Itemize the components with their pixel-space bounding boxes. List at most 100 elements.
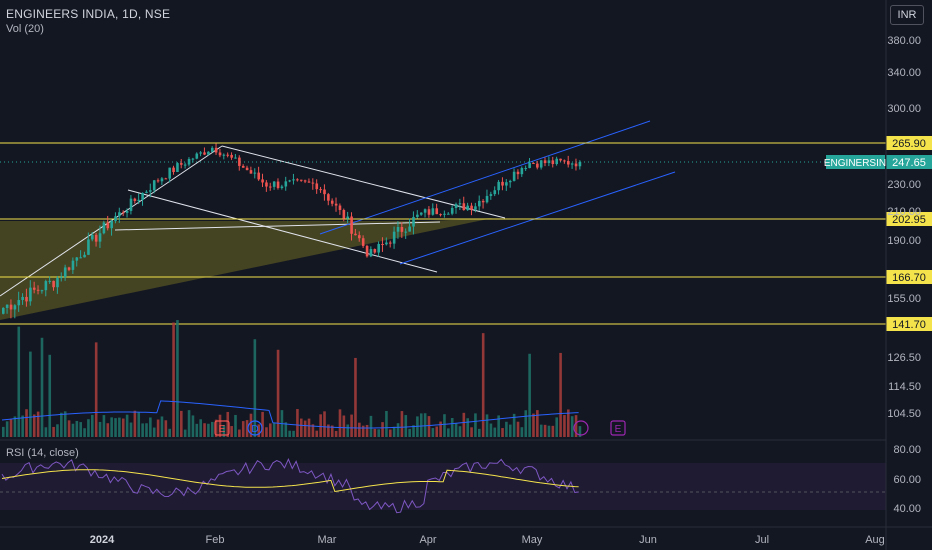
volume-bar: [342, 415, 346, 437]
candle-body: [129, 198, 133, 211]
volume-bar: [180, 410, 183, 437]
trendline-3: [127, 189, 438, 273]
volume-bar: [265, 427, 268, 437]
price-axis-tick: 230.00: [887, 179, 921, 191]
volume-bar: [454, 423, 458, 437]
candle-body: [52, 280, 55, 288]
candle-body: [303, 180, 307, 182]
candle-body: [443, 213, 446, 215]
price-level-badge: [886, 136, 932, 150]
volume-bar: [71, 423, 75, 437]
volume-bar: [551, 425, 555, 437]
volume-indicator-label[interactable]: Vol (20): [6, 23, 44, 35]
candle-body: [87, 239, 90, 255]
rsi-axis-tick: 60.00: [893, 474, 921, 486]
candle-body: [547, 160, 551, 164]
ticker-title[interactable]: ENGINEERS INDIA, 1D, NSE: [6, 7, 171, 21]
volume-bar: [466, 418, 469, 437]
volume-bar: [114, 418, 117, 437]
candle-body: [32, 287, 36, 290]
volume-bar: [288, 430, 291, 437]
candle-body: [133, 198, 137, 201]
volume-bar: [152, 427, 156, 437]
flash-icon[interactable]: [573, 420, 589, 436]
candle-body: [160, 178, 164, 182]
event-marker[interactable]: [214, 420, 230, 436]
volume-bar: [91, 414, 94, 437]
volume-bar: [338, 409, 342, 437]
rsi-axis-tick: 80.00: [893, 444, 921, 456]
volume-bar: [299, 418, 303, 437]
candle-body: [265, 182, 268, 187]
volume-bar: [183, 429, 187, 437]
volume-bar: [207, 423, 210, 437]
candle-body: [106, 222, 110, 229]
candle-body: [288, 180, 291, 182]
volume-bar: [365, 424, 369, 437]
candle-body: [423, 209, 427, 213]
candle-body: [172, 167, 175, 173]
volume-bar: [218, 414, 222, 437]
volume-bar: [29, 351, 32, 437]
rsi-ma-line: [1, 469, 579, 493]
time-axis-label: May: [522, 534, 543, 546]
candle-body: [419, 212, 423, 215]
candle-body: [63, 267, 67, 278]
price-level-label: 265.90: [892, 138, 926, 150]
candle-body: [269, 186, 272, 188]
volume-bar: [400, 411, 404, 437]
candle-body: [508, 180, 512, 183]
volume-bar: [427, 416, 431, 437]
candle-body: [373, 249, 377, 253]
currency-selector[interactable]: INR: [890, 5, 924, 25]
volume-bar: [160, 416, 164, 437]
volume-bar: [512, 413, 516, 437]
candle-body: [563, 160, 566, 162]
volume-bar: [272, 422, 276, 437]
volume-bar: [199, 419, 202, 437]
volume-bar: [63, 411, 67, 437]
event-marker[interactable]: [610, 420, 626, 436]
candle-body: [555, 158, 559, 165]
candle-body: [299, 179, 303, 181]
candle-body: [512, 171, 516, 181]
candle-body: [145, 191, 148, 193]
rsi-indicator-label[interactable]: RSI (14, close): [6, 447, 79, 459]
candle-body: [485, 195, 489, 203]
candle-body: [67, 267, 71, 270]
volume-bar: [164, 420, 168, 437]
volume-bar: [381, 422, 384, 437]
candle-body: [396, 227, 400, 232]
volume-bar: [435, 426, 439, 437]
candle-body: [574, 163, 578, 167]
candle-body: [156, 180, 160, 182]
ascending-triangle-fill: [0, 218, 493, 320]
volume-bar: [567, 409, 570, 437]
volume-bar: [373, 428, 377, 437]
candle-body: [253, 172, 257, 174]
price-axis-tick: 340.00: [887, 67, 921, 79]
price-level-label: 202.95: [892, 214, 926, 226]
event-marker-label: E: [219, 424, 226, 435]
candle-body: [551, 160, 555, 165]
volume-bar: [547, 425, 551, 437]
candle-body: [369, 249, 373, 257]
event-marker[interactable]: [247, 420, 263, 436]
price-level-badge: [886, 317, 932, 331]
symbol-badge[interactable]: [826, 155, 885, 169]
channel-upper: [319, 120, 651, 235]
time-axis-label: Jul: [755, 534, 769, 546]
candle-body: [261, 179, 264, 183]
candle-body: [25, 296, 28, 302]
volume-bar: [67, 420, 71, 437]
volume-bar: [168, 428, 172, 437]
candle-body: [400, 227, 404, 232]
candle-body: [489, 194, 493, 196]
candle-body: [276, 181, 280, 188]
candle-body: [431, 208, 435, 215]
candle-body: [412, 216, 415, 227]
volume-bar: [2, 426, 5, 437]
candle-body: [114, 216, 117, 222]
volume-bar: [478, 428, 481, 437]
